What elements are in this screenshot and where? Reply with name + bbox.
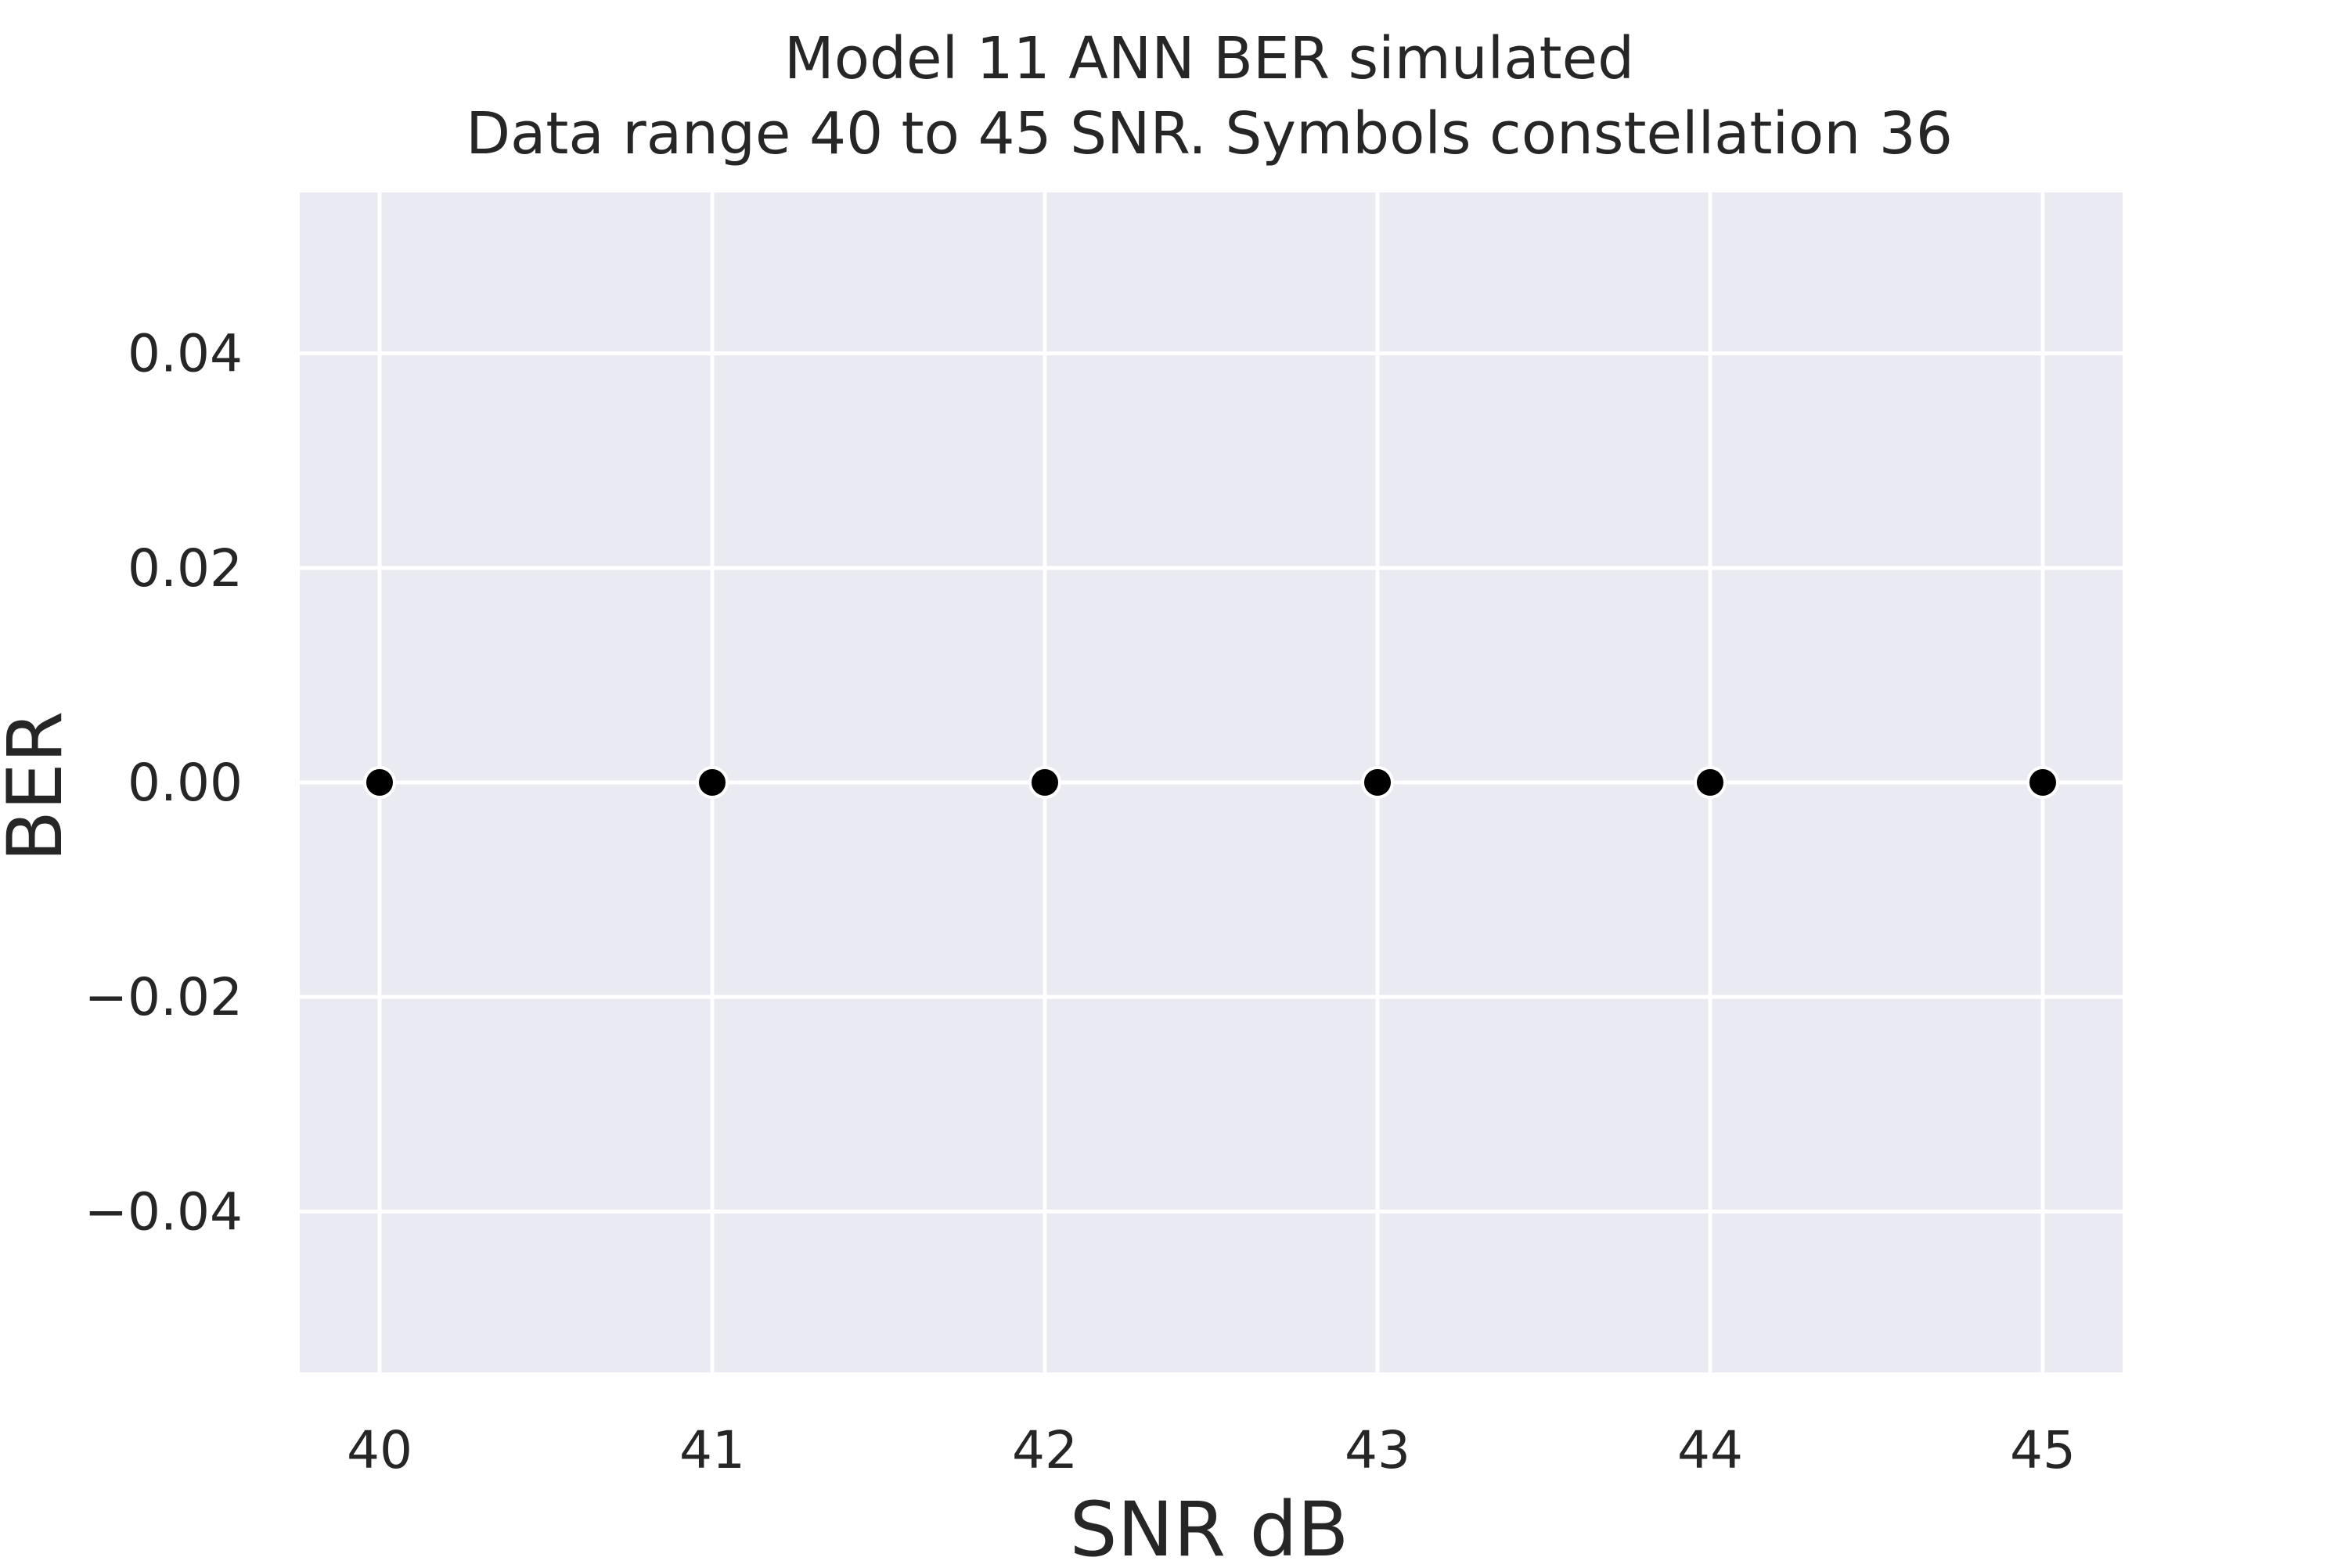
- data-point: [1361, 766, 1394, 799]
- x-tick-labels: 40 41 42 43 44 45: [347, 1420, 2076, 1480]
- data-point: [696, 766, 729, 799]
- data-point: [1028, 766, 1061, 799]
- y-axis-label: BER: [0, 710, 79, 861]
- y-tick-labels: −0.04 −0.02 0.00 0.02 0.04: [85, 324, 243, 1243]
- y-tick-label: 0.00: [128, 753, 243, 813]
- x-tick-label: 43: [1345, 1420, 1410, 1480]
- y-tick-label: −0.04: [85, 1181, 243, 1242]
- data-point: [2026, 766, 2059, 799]
- x-tick-label: 41: [679, 1420, 745, 1480]
- x-tick-label: 40: [347, 1420, 412, 1480]
- y-tick-label: 0.04: [128, 324, 243, 384]
- chart-title: Model 11 ANN BER simulated: [784, 25, 1634, 92]
- x-tick-label: 45: [2010, 1420, 2076, 1480]
- y-tick-label: 0.02: [128, 538, 243, 599]
- chart-subtitle: Data range 40 to 45 SNR. Symbols constel…: [466, 100, 1953, 167]
- x-axis-label: SNR dB: [1070, 1486, 1349, 1565]
- data-point: [363, 766, 396, 799]
- y-tick-label: −0.02: [85, 967, 243, 1027]
- data-points: [363, 766, 2059, 799]
- data-point: [1694, 766, 1727, 799]
- x-tick-label: 44: [1677, 1420, 1743, 1480]
- x-tick-label: 42: [1012, 1420, 1078, 1480]
